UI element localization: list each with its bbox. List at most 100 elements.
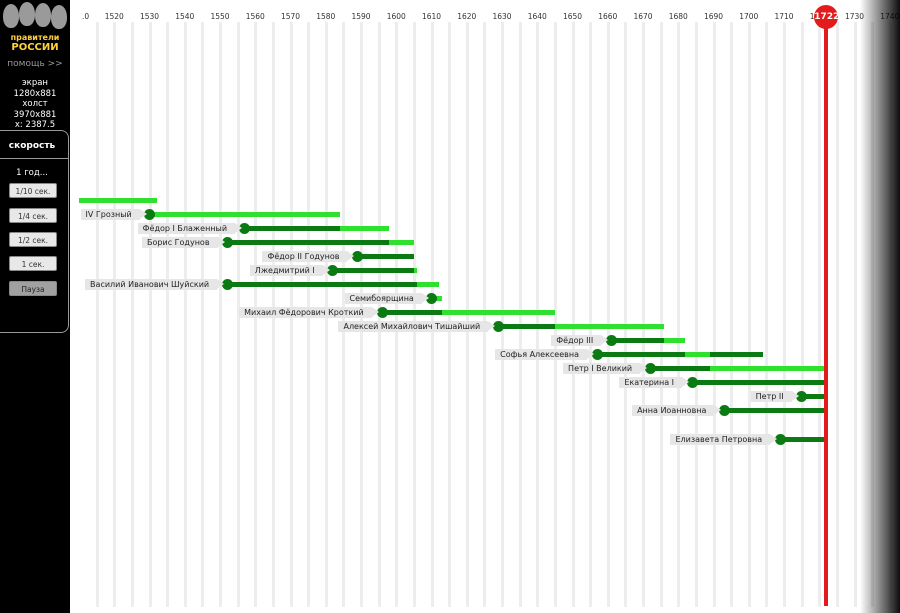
birth-marker[interactable]	[327, 264, 339, 276]
year-tick-label: 1650	[562, 12, 583, 21]
gridline	[835, 22, 839, 607]
birth-marker[interactable]	[426, 292, 437, 304]
birth-marker[interactable]	[591, 348, 603, 360]
ruler-label[interactable]: Семибоярщина	[344, 292, 430, 304]
speed-title: скорость	[8, 141, 56, 151]
gridline	[130, 22, 134, 607]
reign-bar[interactable]	[709, 366, 827, 371]
current-year-line[interactable]	[824, 14, 829, 606]
reign-bar[interactable]	[442, 310, 555, 315]
life-bar[interactable]	[357, 254, 414, 259]
reign-bar[interactable]	[417, 282, 439, 287]
gridline	[236, 22, 240, 607]
viewport-info: экран 1280x881 холст 3970x881 x: 2387.5	[0, 78, 70, 131]
timeline-canvas[interactable]: .0 1520 1530 1540 1550 1560 1570 1580 1590 1600 16…	[70, 0, 900, 613]
ruler-label[interactable]: Борис Годунов	[142, 236, 226, 248]
ruler-label[interactable]: Алексей Михайлович Тишайший	[338, 320, 495, 332]
reign-bar[interactable]	[79, 198, 157, 203]
life-bar[interactable]	[780, 437, 827, 442]
reign-bar[interactable]	[389, 240, 414, 245]
speed-button-quarter[interactable]: 1/4 сек.	[9, 208, 57, 223]
reign-bar[interactable]	[339, 226, 390, 231]
birth-marker[interactable]	[144, 208, 155, 220]
year-tick-label: 1600	[386, 12, 406, 21]
current-year-badge[interactable]: 1722	[814, 5, 839, 29]
birth-marker[interactable]	[796, 390, 808, 402]
year-tick-label: 1630	[492, 12, 512, 21]
ruler-label[interactable]: Софья Алексеевна	[495, 348, 594, 360]
reign-bar[interactable]	[685, 352, 710, 357]
ruler-label[interactable]: Василий Иванович Шуйский	[85, 278, 225, 290]
birth-marker[interactable]	[351, 250, 363, 262]
reign-bar[interactable]	[664, 338, 686, 343]
birth-marker[interactable]	[718, 404, 730, 416]
pause-button[interactable]: Пауза	[9, 281, 57, 296]
birth-marker[interactable]	[774, 433, 786, 445]
birth-marker[interactable]	[605, 334, 617, 346]
gridline	[800, 22, 804, 607]
year-tick-label: 1640	[527, 12, 547, 21]
gridline	[747, 22, 751, 607]
portrait-icon	[51, 5, 67, 29]
life-bar[interactable]	[650, 366, 710, 371]
ruler-label[interactable]: Михаил Фёдорович Кроткий	[239, 306, 379, 318]
life-bar[interactable]	[382, 310, 443, 315]
reign-bar[interactable]	[413, 268, 418, 273]
birth-marker[interactable]	[644, 362, 656, 374]
speed-button-tenth[interactable]: 1/10 сек.	[9, 183, 57, 198]
life-bar[interactable]	[597, 352, 686, 357]
help-link[interactable]: помощь >>	[7, 59, 63, 69]
ruler-label[interactable]: Лжедмитрий I	[249, 264, 330, 276]
ruler-label[interactable]: Фёдор II Годунов	[262, 250, 355, 262]
edge-shadow	[860, 0, 900, 613]
reign-bar[interactable]	[149, 212, 340, 217]
reign-bar[interactable]	[554, 324, 665, 329]
ruler-label[interactable]: Петр I Великий	[563, 362, 648, 374]
life-bar[interactable]	[244, 226, 340, 231]
life-bar[interactable]	[611, 338, 665, 343]
canvas-value: 3970x881	[13, 109, 57, 120]
ruler-label[interactable]: Фёдор III	[551, 334, 609, 346]
gridline	[730, 22, 734, 607]
birth-marker[interactable]	[376, 306, 388, 318]
year-tick-label: 1520	[104, 12, 124, 21]
sidebar: правители РОССИИ помощь >> экран 1280x88…	[0, 0, 70, 613]
gridline	[166, 22, 170, 607]
ruler-label[interactable]: Елизавета Петровна	[670, 433, 777, 445]
year-tick-label: 1660	[598, 12, 618, 21]
year-tick-label: 1550	[210, 12, 230, 21]
speed-button-one[interactable]: 1 сек.	[9, 256, 57, 271]
life-bar[interactable]	[332, 268, 414, 273]
year-tick-label: 1690	[703, 12, 724, 21]
gridline	[183, 22, 187, 607]
ruler-label[interactable]: Анна Иоанновна	[632, 404, 722, 416]
ruler-label[interactable]: Петр II	[750, 390, 799, 402]
screen-label: экран	[22, 78, 48, 88]
gridline	[818, 22, 822, 607]
ruler-label[interactable]: Фёдор I Блаженный	[137, 222, 243, 234]
life-bar[interactable]	[801, 394, 827, 399]
year-tick-label: 1620	[457, 12, 477, 21]
birth-marker[interactable]	[686, 376, 698, 388]
birth-marker[interactable]	[221, 236, 233, 248]
ruler-label[interactable]: IV Грозный	[80, 208, 147, 220]
life-bar[interactable]	[227, 240, 390, 245]
gridline	[219, 22, 222, 607]
app-logo[interactable]: правители РОССИИ	[0, 0, 70, 56]
life-bar[interactable]	[724, 408, 827, 413]
ruler-label[interactable]: Екатерина I	[619, 376, 689, 388]
year-tick-label: 1700	[739, 12, 759, 21]
life-bar[interactable]	[227, 282, 418, 287]
life-bar[interactable]	[709, 352, 763, 357]
birth-marker[interactable]	[221, 278, 233, 290]
birth-marker[interactable]	[492, 320, 504, 332]
gridline	[95, 22, 99, 607]
logo-title-bottom: РОССИИ	[11, 42, 59, 53]
speed-current: 1 год...	[16, 168, 48, 178]
birth-marker[interactable]	[239, 222, 251, 234]
gridline	[624, 22, 628, 607]
life-bar[interactable]	[692, 380, 827, 385]
logo-title-top: правители	[10, 33, 60, 42]
life-bar[interactable]	[498, 324, 555, 329]
speed-button-half[interactable]: 1/2 сек.	[9, 232, 57, 247]
